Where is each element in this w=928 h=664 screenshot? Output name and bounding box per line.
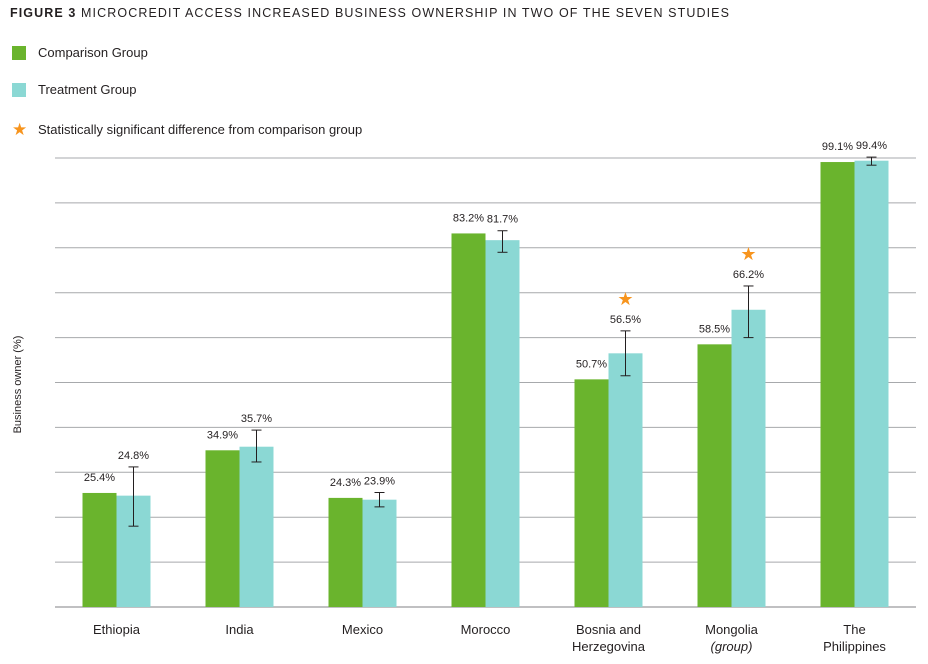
star-icon: ★ — [12, 119, 28, 139]
data-label-treatment: 35.7% — [241, 413, 272, 425]
x-tick-label: India — [225, 622, 254, 637]
figure-label: FIGURE 3 — [10, 6, 77, 20]
x-tick-label: The — [843, 622, 865, 637]
star-icon: ★ — [617, 289, 633, 310]
bar-comparison — [82, 492, 117, 607]
bar-comparison — [697, 344, 732, 607]
legend-item-treatment: Treatment Group — [12, 82, 137, 97]
data-label-treatment: 23.9% — [364, 476, 395, 488]
bar-comparison — [205, 450, 240, 607]
bar-treatment — [485, 240, 520, 608]
x-tick-label: Bosnia and — [576, 622, 641, 637]
data-label-comparison: 25.4% — [84, 472, 115, 484]
legend-swatch-treatment — [12, 82, 26, 97]
data-label-treatment: 81.7% — [487, 214, 518, 226]
data-label-comparison: 99.1% — [822, 141, 853, 153]
bar-comparison — [574, 379, 609, 607]
bar-treatment — [608, 353, 643, 607]
data-label-comparison: 34.9% — [207, 429, 238, 441]
legend-label-significance: Statistically significant difference fro… — [38, 122, 363, 137]
figure-title-text: MICROCREDIT ACCESS INCREASED BUSINESS OW… — [81, 6, 731, 20]
legend-item-significance: ★ Statistically significant difference f… — [12, 119, 363, 139]
x-tick-label: Philippines — [823, 639, 886, 654]
bar-treatment — [239, 446, 274, 607]
x-tick-label: Morocco — [461, 622, 511, 637]
data-label-comparison: 83.2% — [453, 212, 484, 224]
data-label-treatment: 99.4% — [856, 140, 887, 152]
figure-title: FIGURE 3 MICROCREDIT ACCESS INCREASED BU… — [10, 6, 730, 20]
x-tick-label: Herzegovina — [572, 639, 646, 654]
bar-treatment — [731, 309, 766, 607]
x-tick-label: (group) — [711, 639, 753, 654]
x-tick-label: Mongolia — [705, 622, 759, 637]
legend-swatch-comparison — [12, 45, 26, 60]
legend-item-comparison: Comparison Group — [12, 45, 148, 60]
legend-label-comparison: Comparison Group — [38, 45, 148, 60]
star-icon: ★ — [740, 244, 756, 265]
data-label-comparison: 58.5% — [699, 323, 730, 335]
bar-comparison — [328, 497, 363, 607]
data-label-comparison: 50.7% — [576, 358, 607, 370]
bar-comparison — [451, 233, 486, 607]
legend-label-treatment: Treatment Group — [38, 82, 137, 97]
data-label-treatment: 66.2% — [733, 269, 764, 281]
bar-comparison — [820, 162, 855, 607]
bar-treatment — [362, 499, 397, 607]
x-tick-label: Mexico — [342, 622, 383, 637]
x-tick-label: Ethiopia — [93, 622, 141, 637]
data-label-treatment: 56.5% — [610, 314, 641, 326]
y-axis-label: Business owner (%) — [12, 336, 24, 434]
data-label-treatment: 24.8% — [118, 450, 149, 462]
data-label-comparison: 24.3% — [330, 477, 361, 489]
bar-treatment — [854, 160, 889, 607]
